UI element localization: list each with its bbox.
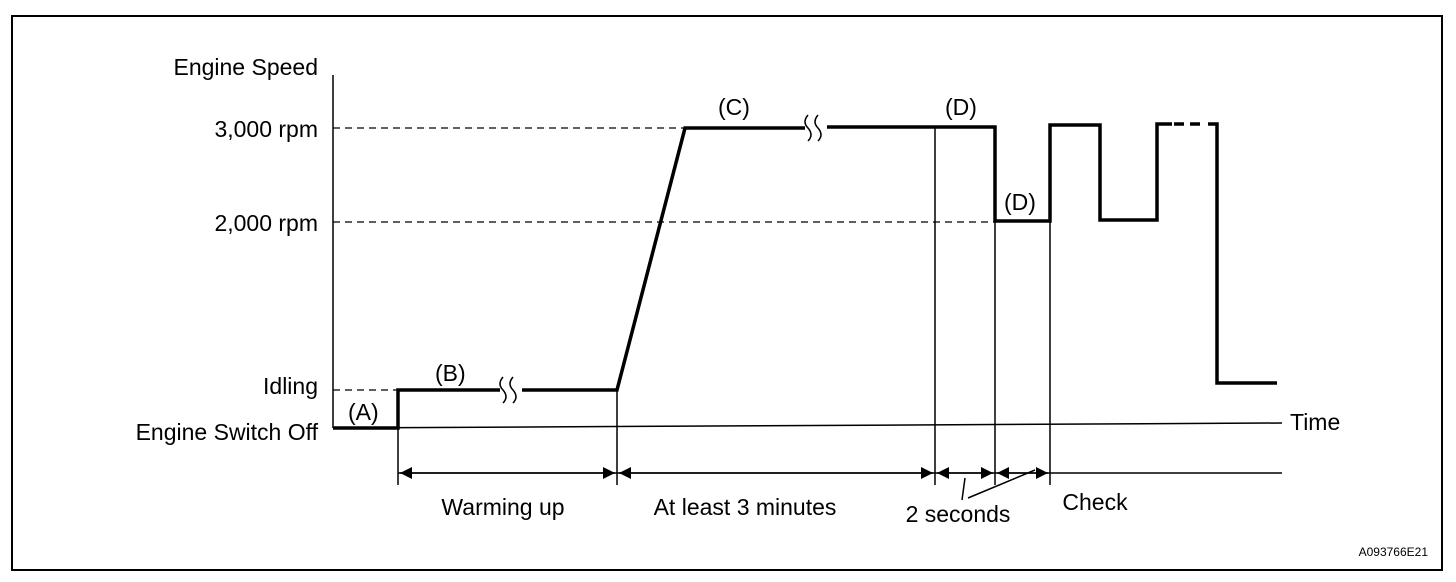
- level-label: 3,000 rpm: [214, 116, 318, 142]
- axis-title: Engine Speed: [173, 54, 318, 80]
- stage-label: (B): [435, 360, 466, 386]
- frame: [11, 15, 1443, 571]
- period-label: Warming up: [441, 494, 564, 520]
- speed-trace: [333, 114, 1277, 430]
- stage-label: (C): [718, 94, 750, 120]
- level-label: Engine Switch Off: [136, 419, 319, 445]
- period-arrows: [400, 467, 1048, 501]
- stage-label: (D): [1004, 189, 1036, 215]
- period-label: 2 seconds: [906, 501, 1011, 527]
- period-label: At least 3 minutes: [654, 494, 837, 520]
- stage-label: (D): [945, 94, 977, 120]
- stage-label: (A): [348, 399, 379, 425]
- reference-lines: [333, 127, 995, 391]
- period-dividers: [397, 128, 1051, 485]
- figure-id: A093766E21: [1359, 545, 1429, 559]
- axes: [332, 75, 1283, 474]
- period-label: Check: [1062, 489, 1128, 515]
- level-label: 2,000 rpm: [214, 210, 318, 236]
- axis-title: Time: [1290, 409, 1340, 435]
- level-label: Idling: [263, 373, 318, 399]
